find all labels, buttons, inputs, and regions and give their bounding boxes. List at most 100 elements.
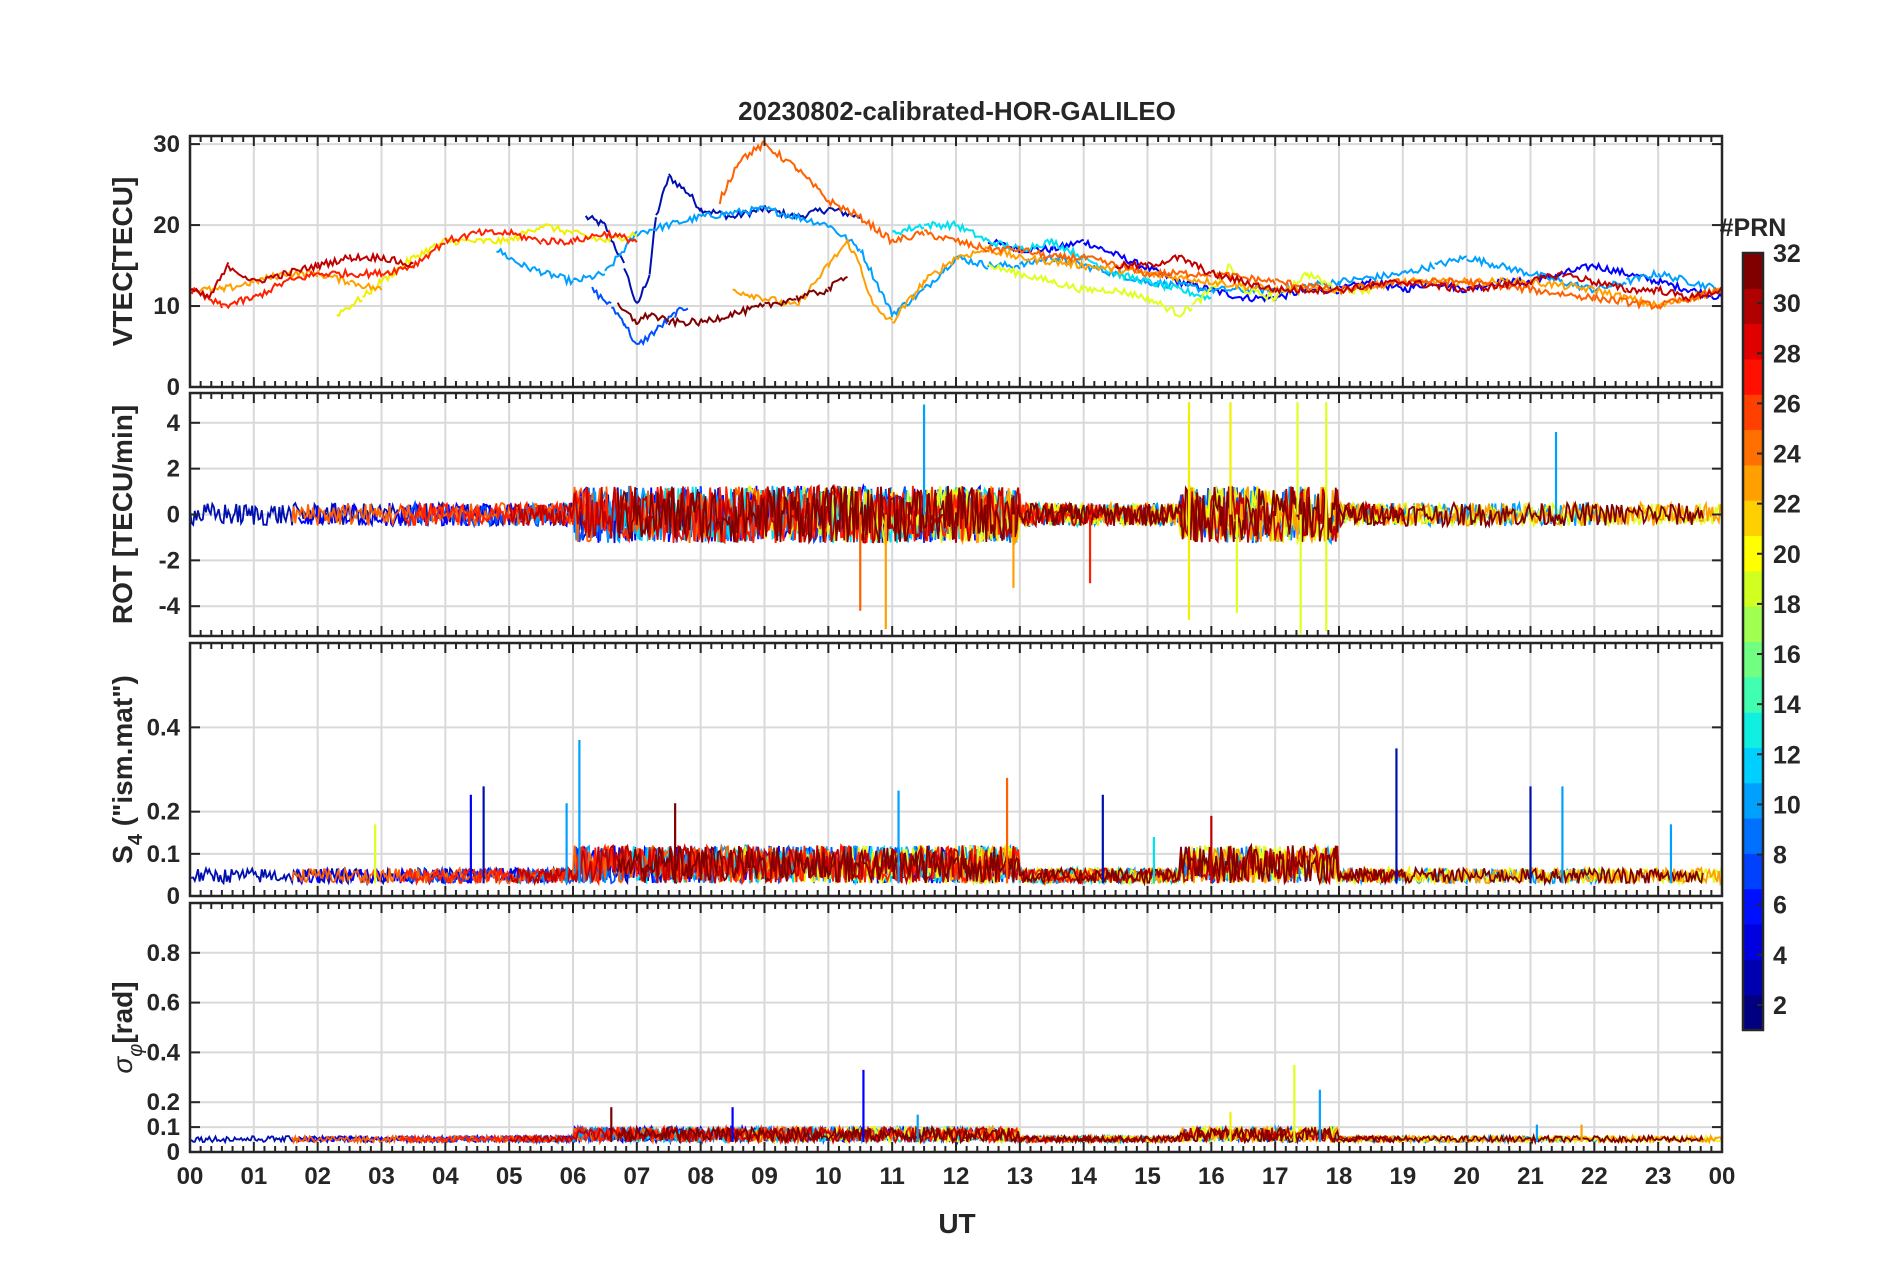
x-tick-label: 00 <box>1709 1163 1736 1190</box>
noise-series <box>616 483 1704 545</box>
x-tick-label: 06 <box>560 1163 587 1190</box>
series-prn-32 <box>616 275 848 329</box>
x-axis-label: UT <box>938 1208 975 1239</box>
colorbar-frame <box>1741 251 1765 1032</box>
y-tick-label: 0 <box>167 1139 180 1166</box>
x-tick-label: 10 <box>815 1163 842 1190</box>
x-tick-label: 03 <box>368 1163 395 1190</box>
colorbar-tick-label: 24 <box>1773 441 1801 469</box>
y-tick-label: 0 <box>167 502 180 529</box>
colorbar-swatch <box>1743 570 1763 607</box>
colorbar-swatch <box>1743 464 1763 501</box>
colorbar-swatch <box>1743 994 1763 1031</box>
x-tick-label: 15 <box>1134 1163 1161 1190</box>
x-tick-label: 13 <box>1006 1163 1033 1190</box>
x-tick-label: 21 <box>1517 1163 1544 1190</box>
x-tick-label: 23 <box>1645 1163 1672 1190</box>
colorbar-swatch <box>1743 606 1763 642</box>
x-tick-label: 16 <box>1198 1163 1225 1190</box>
colorbar-swatch <box>1743 394 1763 431</box>
colorbar-swatch <box>1743 712 1763 748</box>
colorbar-tick-label: 12 <box>1773 741 1801 769</box>
y-tick-label: 0.4 <box>147 1039 181 1066</box>
figure-title: 20230802-calibrated-HOR-GALILEO <box>738 96 1176 126</box>
x-tick-label: 04 <box>432 1163 459 1190</box>
x-tick-label: 20 <box>1453 1163 1480 1190</box>
x-tick-label: 02 <box>304 1163 331 1190</box>
colorbar-swatch <box>1743 323 1763 360</box>
series-prn-10 <box>496 205 1722 318</box>
panel-vtec: 0 10 20 30 VTEC[TECU] <box>107 131 1724 401</box>
y-tick-label: 30 <box>153 131 180 158</box>
colorbar-tick-label: 26 <box>1773 390 1801 418</box>
y-tick-label: 0 <box>167 883 180 910</box>
colorbar-tick-label: 14 <box>1773 691 1801 719</box>
colorbar-tick-label: 30 <box>1773 290 1801 318</box>
x-tick-label: 07 <box>623 1163 650 1190</box>
plot-area <box>190 1064 1722 1146</box>
y-tick-label: 2 <box>167 456 180 483</box>
colorbar-tick-label: 22 <box>1773 491 1801 519</box>
colorbar-tick-label: 20 <box>1773 541 1801 569</box>
panel-sigma_phi: 00.10.2 0.4 0.6 0.8σφ[rad] 00 01 02 03 04 05 06 07 0… <box>107 901 1736 1190</box>
colorbar-tick-label: 10 <box>1773 791 1801 819</box>
colorbar-tick-label: 18 <box>1773 591 1801 619</box>
y-tick-label: 0.2 <box>147 799 180 826</box>
colorbar-tick-label: 32 <box>1773 240 1801 268</box>
x-tick-label: 09 <box>751 1163 778 1190</box>
plot-area <box>190 139 1722 347</box>
x-tick-label: 05 <box>496 1163 523 1190</box>
colorbar-swatch <box>1743 253 1763 289</box>
series-prn-25 <box>718 139 1722 311</box>
y-tick-label: 20 <box>153 212 180 239</box>
colorbar-swatch <box>1743 924 1763 960</box>
plot-area <box>190 739 1722 887</box>
x-tick-label: 08 <box>687 1163 714 1190</box>
colorbar-swatch <box>1743 888 1763 925</box>
plot-area <box>190 402 1722 634</box>
y-tick-label: 4 <box>167 410 181 437</box>
series-prn-27 <box>190 227 638 310</box>
panel-s4: 0 0.1 0.2 0.4S4 ("ism.mat") <box>107 641 1724 910</box>
colorbar-label: #PRN <box>1720 214 1787 242</box>
x-tick-label: 00 <box>177 1163 204 1190</box>
noise-series <box>399 483 1104 545</box>
x-tick-label: 17 <box>1262 1163 1289 1190</box>
y-tick-label: 0.6 <box>147 990 180 1017</box>
y-tick-label: 0 <box>167 374 180 401</box>
y-axis-label: VTEC[TECU] <box>107 177 138 347</box>
y-tick-label: 0.2 <box>147 1089 180 1116</box>
x-tick-label: 14 <box>1070 1163 1097 1190</box>
y-tick-label: 0.4 <box>147 714 181 741</box>
series-prn-30 <box>190 251 1722 302</box>
y-axis-label: σφ[rad] <box>107 981 147 1073</box>
x-tick-label: 01 <box>240 1163 267 1190</box>
x-tick-label: 11 <box>879 1163 904 1190</box>
colorbar-swatch <box>1743 782 1763 819</box>
colorbar-swatch <box>1743 641 1763 678</box>
x-tick-label: 18 <box>1326 1163 1353 1190</box>
noise-series <box>616 842 1704 887</box>
colorbar-swatch <box>1743 676 1763 713</box>
panel-rot: -4 -2 0 2 4 ROT [TECU/min] <box>107 391 1724 638</box>
colorbar-tick-label: 6 <box>1773 892 1787 920</box>
colorbar-swatch <box>1743 818 1763 854</box>
colorbar-tick-label: 4 <box>1773 942 1787 970</box>
y-axis-label: S4 ("ism.mat") <box>107 675 147 864</box>
y-tick-label: -4 <box>159 593 181 620</box>
colorbar-swatch <box>1743 853 1763 890</box>
colorbar-tick-label: 16 <box>1773 641 1801 669</box>
colorbar-tick-label: 8 <box>1773 842 1787 870</box>
colorbar-swatch <box>1743 358 1763 395</box>
colorbar-swatch <box>1743 500 1763 537</box>
x-tick-label: 12 <box>943 1163 970 1190</box>
y-tick-label: 0.1 <box>147 1114 180 1141</box>
y-tick-label: 0.1 <box>147 841 180 868</box>
x-tick-label: 22 <box>1581 1163 1608 1190</box>
noise-series <box>508 1124 1404 1146</box>
y-tick-label: -2 <box>159 547 180 574</box>
series-prn-7 <box>591 286 689 347</box>
